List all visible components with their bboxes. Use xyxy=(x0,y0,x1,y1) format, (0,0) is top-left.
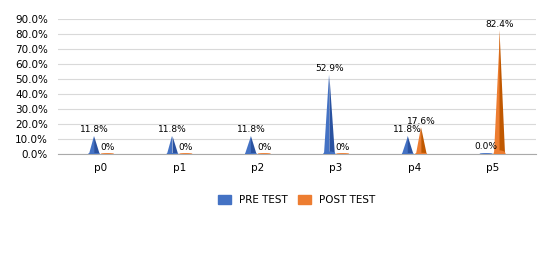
Ellipse shape xyxy=(415,153,427,155)
Polygon shape xyxy=(500,30,505,154)
Text: 52.9%: 52.9% xyxy=(315,64,344,73)
Ellipse shape xyxy=(402,153,414,154)
Text: 0.0%: 0.0% xyxy=(475,142,498,152)
Ellipse shape xyxy=(101,153,114,154)
Ellipse shape xyxy=(494,150,506,157)
Text: 11.8%: 11.8% xyxy=(80,125,109,134)
Polygon shape xyxy=(172,136,178,154)
Polygon shape xyxy=(251,136,256,154)
Polygon shape xyxy=(167,136,172,154)
Polygon shape xyxy=(402,136,408,154)
Text: 0%: 0% xyxy=(257,143,272,152)
Ellipse shape xyxy=(88,153,100,154)
Text: 17.6%: 17.6% xyxy=(407,116,435,125)
Polygon shape xyxy=(494,30,500,154)
Polygon shape xyxy=(415,127,421,154)
Text: 0%: 0% xyxy=(100,143,115,152)
Text: 11.8%: 11.8% xyxy=(236,125,265,134)
Ellipse shape xyxy=(245,153,257,154)
Polygon shape xyxy=(329,75,335,154)
Text: 82.4%: 82.4% xyxy=(485,19,514,28)
Legend: PRE TEST, POST TEST: PRE TEST, POST TEST xyxy=(218,195,375,205)
Text: 0%: 0% xyxy=(179,143,193,152)
Ellipse shape xyxy=(479,153,493,154)
Text: 11.8%: 11.8% xyxy=(158,125,187,134)
Ellipse shape xyxy=(258,153,271,154)
Ellipse shape xyxy=(323,152,336,156)
Polygon shape xyxy=(94,136,100,154)
Text: 11.8%: 11.8% xyxy=(393,125,422,134)
Polygon shape xyxy=(421,127,426,154)
Ellipse shape xyxy=(166,153,179,154)
Text: 0%: 0% xyxy=(336,143,350,152)
Ellipse shape xyxy=(336,153,349,154)
Ellipse shape xyxy=(179,153,192,154)
Polygon shape xyxy=(245,136,251,154)
Polygon shape xyxy=(89,136,94,154)
Polygon shape xyxy=(408,136,413,154)
Polygon shape xyxy=(324,75,329,154)
